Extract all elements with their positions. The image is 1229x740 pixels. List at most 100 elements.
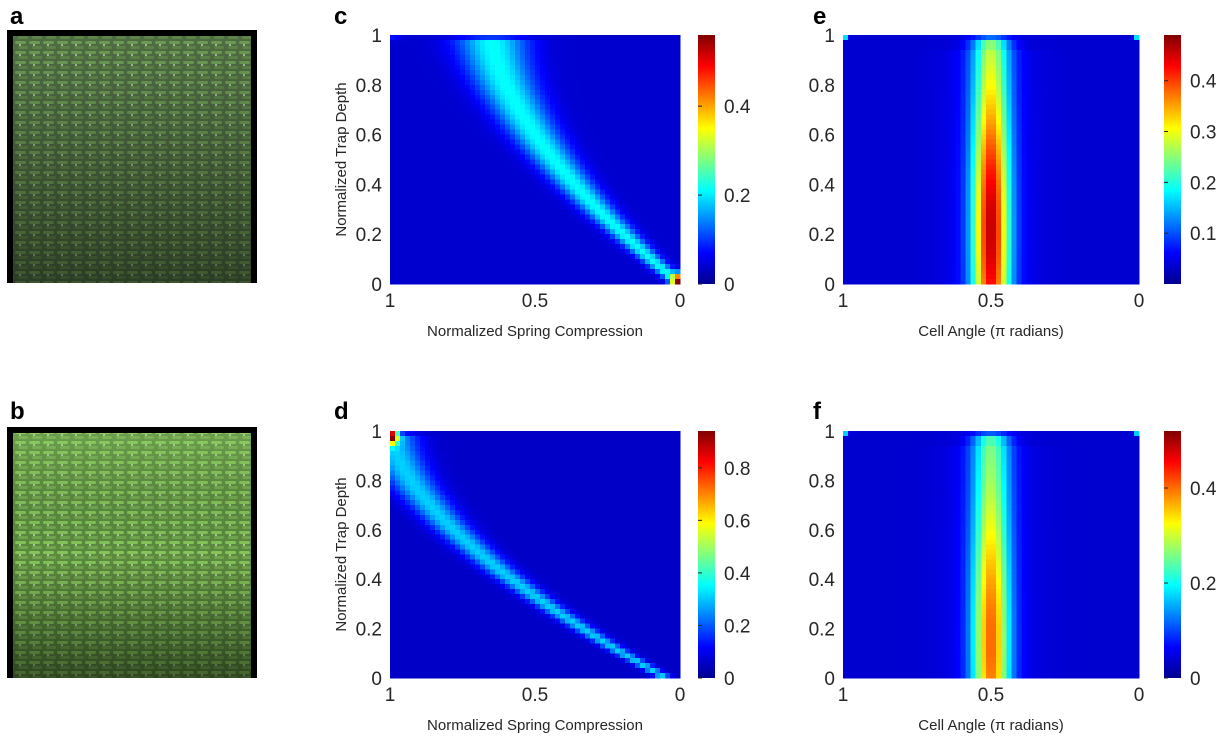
- heatmap-cell: [590, 234, 596, 240]
- heatmap-cell: [605, 94, 611, 101]
- heatmap-cell: [485, 129, 491, 136]
- heatmap-cell: [555, 124, 561, 131]
- heatmap-cell: [635, 104, 641, 111]
- heatmap-cell: [545, 440, 551, 447]
- heatmap-cell: [665, 104, 671, 111]
- heatmap-cell: [475, 534, 481, 541]
- heatmap-cell: [570, 39, 576, 46]
- heatmap-cell: [545, 598, 551, 605]
- heatmap-cell: [660, 450, 666, 457]
- heatmap-cell: [600, 440, 606, 447]
- heatmap-cell: [655, 465, 661, 472]
- heatmap-cell: [465, 485, 471, 491]
- heatmap-cell: [490, 144, 496, 151]
- heatmap-cell: [480, 84, 486, 91]
- heatmap-cell: [560, 579, 566, 585]
- heatmap-cell: [435, 99, 441, 106]
- heatmap-cell: [465, 164, 471, 171]
- heatmap-cell: [545, 259, 551, 265]
- heatmap-cell: [405, 214, 411, 220]
- heatmap-cell: [520, 159, 526, 166]
- heatmap-cell: [640, 264, 646, 270]
- heatmap-cell: [620, 224, 626, 230]
- heatmap-cell: [410, 584, 416, 590]
- heatmap-cell: [625, 214, 631, 220]
- heatmap-cell: [445, 524, 451, 531]
- heatmap-cell: [615, 549, 621, 556]
- heatmap-cell: [555, 279, 561, 285]
- heatmap-cell: [605, 109, 611, 116]
- heatmap-cell: [475, 529, 481, 536]
- heatmap-cell: [500, 224, 506, 230]
- heatmap-cell: [410, 114, 416, 121]
- heatmap-cell: [630, 54, 636, 61]
- heatmap-cell: [555, 199, 561, 205]
- heatmap-cell: [460, 559, 466, 565]
- heatmap-cell: [585, 194, 591, 200]
- heatmap-cell: [500, 584, 506, 590]
- heatmap-cell: [575, 470, 581, 477]
- heatmap-cell: [530, 584, 536, 590]
- heatmap-cell: [490, 480, 496, 486]
- heatmap-cell: [570, 544, 576, 551]
- heatmap-cell: [500, 239, 506, 245]
- heatmap-cell: [590, 480, 596, 486]
- heatmap-cell: [650, 589, 656, 595]
- heatmap-cell: [665, 189, 671, 195]
- heatmap-cell: [515, 139, 521, 146]
- heatmap-cell: [390, 54, 396, 61]
- heatmap-cell: [665, 490, 671, 496]
- heatmap-cell: [525, 154, 531, 161]
- heatmap-cell: [400, 460, 406, 467]
- heatmap-cell: [505, 440, 511, 447]
- heatmap-cell: [585, 64, 591, 71]
- heatmap-cell: [660, 529, 666, 536]
- heatmap-cell: [510, 174, 516, 181]
- heatmap-cell: [660, 431, 666, 437]
- heatmap-cell: [665, 199, 671, 205]
- heatmap-cell: [475, 59, 481, 66]
- heatmap-cell: [520, 154, 526, 161]
- heatmap-cell: [420, 154, 426, 161]
- heatmap-cell: [465, 234, 471, 240]
- heatmap-cell: [405, 109, 411, 116]
- heatmap-cell: [480, 259, 486, 265]
- heatmap-cell: [660, 219, 666, 225]
- heatmap-cell: [610, 64, 616, 71]
- heatmap-cell: [635, 544, 641, 551]
- heatmap-cell: [530, 94, 536, 101]
- heatmap-cell: [410, 490, 416, 496]
- heatmap-cell: [615, 229, 621, 235]
- heatmap-cell: [615, 564, 621, 570]
- heatmap-cell: [435, 460, 441, 467]
- heatmap-cell: [435, 269, 441, 275]
- heatmap-cell: [615, 244, 621, 250]
- heatmap-cell: [565, 35, 571, 41]
- heatmap-cell: [520, 214, 526, 220]
- heatmap-cell: [600, 139, 606, 146]
- heatmap-cell: [515, 460, 521, 467]
- heatmap-cell: [620, 209, 626, 215]
- heatmap-cell: [500, 149, 506, 156]
- heatmap-cell: [390, 510, 396, 516]
- heatmap-cell: [520, 124, 526, 131]
- heatmap-cell: [405, 603, 411, 610]
- heatmap-cell: [605, 534, 611, 541]
- heatmap-cell: [635, 485, 641, 491]
- heatmap-cell: [540, 109, 546, 116]
- heatmap-cell: [390, 579, 396, 585]
- heatmap-cell: [570, 564, 576, 570]
- heatmap-cell: [630, 189, 636, 195]
- heatmap-cell: [585, 440, 591, 447]
- heatmap-cell: [420, 139, 426, 146]
- heatmap-cell: [430, 254, 436, 260]
- heatmap-cell: [465, 109, 471, 116]
- heatmap-cell: [550, 269, 556, 275]
- heatmap-cell: [470, 54, 476, 61]
- heatmap-cell: [575, 79, 581, 86]
- heatmap-cell: [505, 584, 511, 590]
- heatmap-cell: [450, 59, 456, 66]
- heatmap-cell: [390, 584, 396, 590]
- heatmap-cell: [655, 129, 661, 136]
- heatmap-cell: [495, 455, 501, 462]
